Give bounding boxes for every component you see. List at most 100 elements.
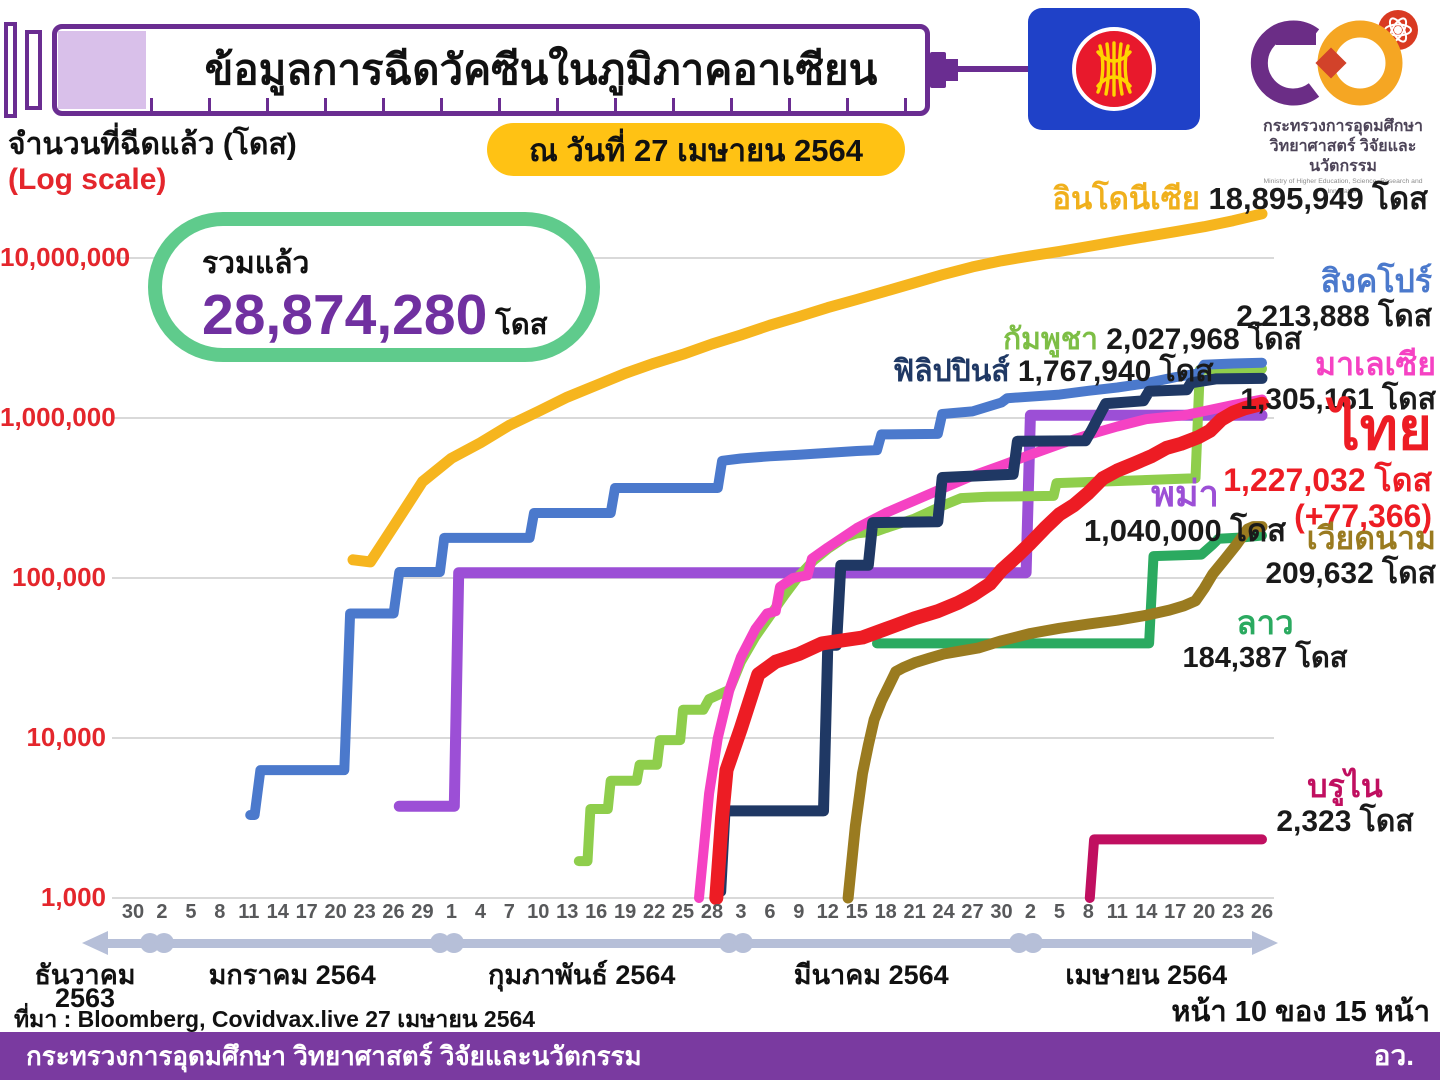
x-tick-label: 6: [764, 901, 776, 923]
x-tick-label: 2: [1024, 901, 1036, 923]
timeline-arrow-left-icon: [82, 931, 108, 955]
country-label-text: สิงคโปร์: [1320, 263, 1432, 299]
country-label-text: ลาว: [1236, 604, 1294, 641]
country-label-text: เวียดนาม: [1306, 520, 1436, 556]
mhesi-logo-icon: [1250, 10, 1418, 106]
x-tick-label: 20: [324, 901, 347, 923]
y-tick-label: 1,000,000: [0, 402, 116, 432]
x-tick-label: 23: [353, 901, 376, 923]
month-label: กุมภาพันธ์ 2564: [488, 960, 676, 990]
x-tick-label: 21: [903, 901, 926, 923]
country-label-text: 1,305,161 โดส: [1240, 382, 1436, 416]
country-label-text: 2,323 โดส: [1276, 804, 1414, 838]
x-tick-label: 10: [527, 901, 550, 923]
mhesi-text-line2: วิทยาศาสตร์ วิจัยและนวัตกรรม: [1269, 138, 1417, 175]
y-tick-label: 10,000,000: [0, 242, 131, 272]
timeline-month-dot: [154, 933, 174, 953]
syringe-scale-ticks: [150, 98, 908, 112]
country-label-philippines: ฟิลิปปินส์ 1,767,940 โดส: [893, 355, 1214, 389]
x-tick-label: 27: [961, 901, 984, 923]
x-tick-label: 3: [735, 901, 747, 923]
x-tick-label: 17: [295, 901, 318, 923]
date-badge: ณ วันที่ 27 เมษายน 2564: [487, 123, 905, 176]
x-tick-label: 1: [445, 901, 457, 923]
x-tick-label: 26: [1250, 901, 1274, 923]
x-tick-label: 28: [700, 901, 724, 923]
y-tick-label: 100,000: [12, 562, 106, 592]
country-label-text: ไทย: [1330, 397, 1432, 462]
y-tick-label: 10,000: [26, 722, 106, 752]
country-label-text: มาเลเซีย: [1314, 346, 1436, 382]
total-label: รวมแล้ว: [202, 247, 310, 280]
timeline-month-dot: [1022, 933, 1043, 953]
x-tick-label: 14: [1135, 901, 1158, 923]
country-label-indonesia: อินโดนีเซีย 18,895,949 โดส: [1052, 181, 1428, 217]
x-tick-label: 5: [1053, 901, 1065, 923]
x-tick-label: 26: [382, 901, 405, 923]
country-label-text: (+77,366): [1294, 497, 1432, 534]
syringe-needle-base: [946, 59, 958, 81]
country-label-vietnam: เวียดนาม 209,632 โดส: [1265, 520, 1436, 590]
country-label-text: พม่า: [1151, 473, 1219, 514]
x-tick-label: 29: [411, 901, 434, 923]
country-label-text: 2,027,968 โดส: [1106, 323, 1302, 356]
x-tick-label: 30: [990, 901, 1013, 923]
month-label: มีนาคม 2564: [793, 960, 949, 990]
x-tick-label: 11: [238, 901, 260, 923]
source-citation: ที่มา : Bloomberg, Covidvax.live 27 เมษา…: [14, 1006, 536, 1032]
asean-flag-icon: [1028, 8, 1200, 130]
country-label-malaysia: มาเลเซีย 1,305,161 โดส: [1240, 346, 1436, 416]
x-tick-label: 8: [1082, 901, 1094, 923]
mhesi-logo: กระทรวงการอุดมศึกษา วิทยาศาสตร์ วิจัยและ…: [1248, 8, 1438, 195]
x-tick-label: 4: [474, 901, 486, 923]
footer-bar: กระทรวงการอุดมศึกษา วิทยาศาสตร์ วิจัยและ…: [0, 1032, 1440, 1080]
syringe-needle-hub: [930, 52, 946, 88]
total-value: 28,874,280: [202, 283, 488, 347]
y-axis-title-text: จำนวนที่ฉีดแล้ว (โดส): [8, 128, 297, 161]
country-label-singapore: สิงคโปร์ 2,213,888 โดส: [1236, 263, 1432, 333]
x-tick-label: 7: [503, 901, 515, 923]
country-label-laos: ลาว 184,387 โดส: [965, 604, 1440, 674]
x-tick-label: 12: [816, 901, 839, 923]
total-unit: โดส: [495, 309, 548, 341]
country-label-text: 18,895,949 โดส: [1208, 181, 1428, 216]
syringe-needle: [958, 66, 1030, 72]
x-tick-label: 9: [793, 901, 805, 923]
x-tick-label: 25: [671, 901, 695, 923]
syringe-plunger-inner: [25, 30, 42, 110]
x-tick-label: 2: [156, 901, 168, 923]
timeline-month-dot: [443, 933, 464, 953]
x-tick-label: 20: [1193, 901, 1216, 923]
month-label: มกราคม 2564: [208, 960, 376, 990]
month-label: เมษายน 2564: [1065, 960, 1228, 990]
y-axis-title: จำนวนที่ฉีดแล้ว (โดส) (Log scale): [8, 128, 297, 197]
x-tick-label: 30: [121, 901, 145, 923]
timeline-bar: [104, 939, 1254, 948]
country-label-text: กัมพูชา: [1003, 323, 1107, 356]
syringe-fill: [58, 31, 146, 109]
country-label-text: 184,387 โดส: [1182, 641, 1348, 674]
country-label-text: อินโดนีเซีย: [1052, 181, 1209, 216]
x-tick-label: 24: [932, 901, 955, 923]
total-doses-box: รวมแล้ว 28,874,280 โดส: [148, 212, 600, 362]
x-tick-label: 18: [874, 901, 897, 923]
series-line-vietnam: [842, 521, 1268, 904]
country-label-text: 2,213,888 โดส: [1236, 299, 1432, 333]
syringe-plunger-outer: [4, 22, 17, 118]
series-line-brunei: [1084, 834, 1267, 903]
month-label: ธันวาคม: [34, 960, 136, 990]
timeline-arrow-right-icon: [1252, 931, 1278, 955]
mhesi-text-line3: Ministry of Higher Education, Science, R…: [1263, 178, 1423, 195]
y-tick-label: 1,000: [40, 882, 106, 912]
country-label-text: 209,632 โดส: [1265, 556, 1436, 590]
country-label-brunei: บรูไน 2,323 โดส: [1045, 768, 1440, 838]
page-title: ข้อมูลการฉีดวัคซีนในภูมิภาคอาเซียน: [204, 46, 878, 93]
footer-ministry-abbr: อว.: [1373, 1040, 1414, 1071]
asean-flag-logo: [1028, 8, 1200, 130]
footer-ministry-name: กระทรวงการอุดมศึกษา วิทยาศาสตร์ วิจัยและ…: [26, 1040, 642, 1071]
x-tick-label: 13: [556, 901, 579, 923]
x-tick-label: 5: [185, 901, 197, 923]
x-tick-label: 16: [585, 901, 608, 923]
timeline-month-dot: [733, 933, 753, 953]
country-label-myanmar: พม่า 1,040,000 โดส: [885, 473, 1440, 549]
